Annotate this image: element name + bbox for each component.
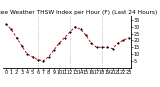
Title: Milwaukee Weather THSW Index per Hour (F) (Last 24 Hours): Milwaukee Weather THSW Index per Hour (F… [0,10,157,15]
